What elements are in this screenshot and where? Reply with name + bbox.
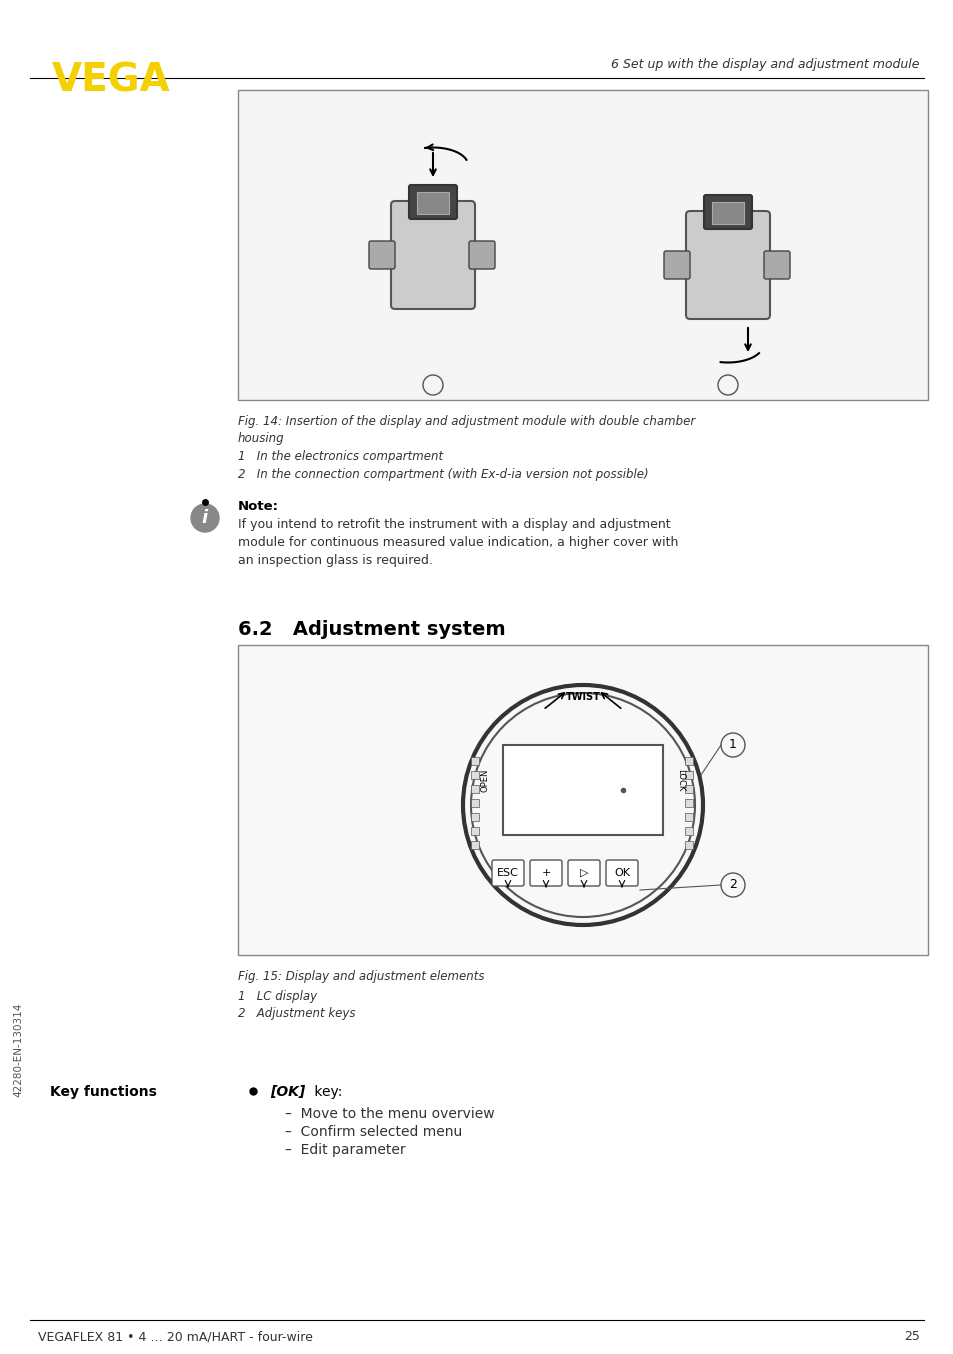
FancyBboxPatch shape [471,757,478,765]
Text: 6 Set up with the display and adjustment module: 6 Set up with the display and adjustment… [611,58,919,70]
FancyBboxPatch shape [237,645,927,955]
FancyBboxPatch shape [237,89,927,399]
FancyBboxPatch shape [492,860,523,886]
FancyBboxPatch shape [469,241,495,269]
Text: Fig. 14: Insertion of the display and adjustment module with double chamber
hous: Fig. 14: Insertion of the display and ad… [237,414,695,445]
Text: ESC: ESC [497,868,518,877]
FancyBboxPatch shape [391,200,475,309]
Text: LOCK: LOCK [676,769,685,791]
Circle shape [191,504,219,532]
Text: 42280-EN-130314: 42280-EN-130314 [13,1003,23,1097]
Text: –  Confirm selected menu: – Confirm selected menu [285,1125,462,1139]
Text: VEGAFLEX 81 • 4 … 20 mA/HART - four-wire: VEGAFLEX 81 • 4 … 20 mA/HART - four-wire [38,1330,313,1343]
Text: VEGA: VEGA [52,62,171,100]
Text: OK: OK [614,868,629,877]
Text: 6.2   Adjustment system: 6.2 Adjustment system [237,620,505,639]
Text: Fig. 15: Display and adjustment elements: Fig. 15: Display and adjustment elements [237,969,484,983]
FancyBboxPatch shape [684,785,692,793]
Text: Note:: Note: [237,500,278,513]
Text: OPEN: OPEN [480,768,489,792]
Text: 1   In the electronics compartment: 1 In the electronics compartment [237,450,442,463]
Text: –  Edit parameter: – Edit parameter [285,1143,405,1158]
Text: If you intend to retrofit the instrument with a display and adjustment
module fo: If you intend to retrofit the instrument… [237,519,678,567]
Text: –  Move to the menu overview: – Move to the menu overview [285,1108,494,1121]
Text: 2   Adjustment keys: 2 Adjustment keys [237,1007,355,1020]
FancyBboxPatch shape [471,827,478,835]
Text: key:: key: [310,1085,342,1099]
FancyBboxPatch shape [530,860,561,886]
FancyBboxPatch shape [567,860,599,886]
FancyBboxPatch shape [416,192,449,214]
Text: Key functions: Key functions [50,1085,156,1099]
FancyBboxPatch shape [471,841,478,849]
FancyBboxPatch shape [711,202,743,223]
FancyBboxPatch shape [684,841,692,849]
FancyBboxPatch shape [369,241,395,269]
FancyBboxPatch shape [502,745,662,835]
FancyBboxPatch shape [409,185,456,219]
FancyBboxPatch shape [471,785,478,793]
Text: 25: 25 [903,1330,919,1343]
Text: i: i [202,509,208,527]
FancyBboxPatch shape [684,812,692,821]
Text: ▷: ▷ [579,868,588,877]
FancyBboxPatch shape [471,812,478,821]
FancyBboxPatch shape [471,770,478,779]
Text: 2   In the connection compartment (with Ex-d-ia version not possible): 2 In the connection compartment (with Ex… [237,468,648,481]
FancyBboxPatch shape [684,770,692,779]
FancyBboxPatch shape [684,757,692,765]
FancyBboxPatch shape [763,250,789,279]
Text: TWIST: TWIST [565,692,599,701]
FancyBboxPatch shape [684,799,692,807]
FancyBboxPatch shape [703,195,751,229]
Text: [OK]: [OK] [270,1085,305,1099]
FancyBboxPatch shape [663,250,689,279]
Text: +: + [540,868,550,877]
Text: 2: 2 [728,879,736,891]
FancyBboxPatch shape [605,860,638,886]
Text: 1   LC display: 1 LC display [237,990,316,1003]
FancyBboxPatch shape [685,211,769,320]
FancyBboxPatch shape [684,827,692,835]
Text: 1: 1 [728,738,736,751]
FancyBboxPatch shape [471,799,478,807]
